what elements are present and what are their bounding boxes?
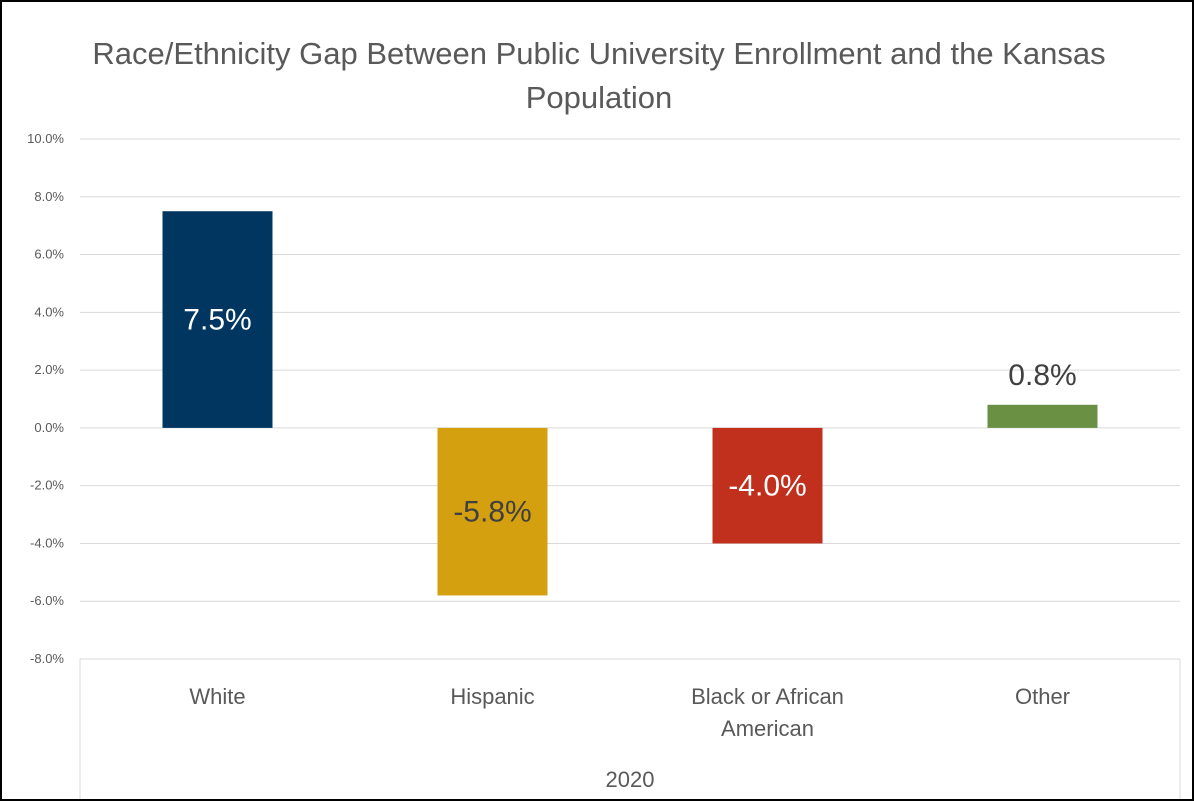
y-tick-label: -2.0% xyxy=(30,478,64,493)
y-tick-label: 10.0% xyxy=(27,131,64,146)
bar xyxy=(162,211,273,428)
category-axis-frame xyxy=(79,659,1181,799)
data-label: 7.5% xyxy=(183,304,251,337)
y-tick-label: 6.0% xyxy=(34,247,64,262)
y-tick-label: -4.0% xyxy=(30,535,64,550)
bar xyxy=(987,404,1098,428)
data-label: -4.0% xyxy=(728,470,806,503)
data-labels: 7.5% -5.8% -4.0% 0.8% xyxy=(183,304,1076,529)
y-tick-labels: 10.0% 8.0% 6.0% 4.0% 2.0% 0.0% -2.0% -4.0% -6.0%… xyxy=(27,131,64,666)
category-label: Hispanic xyxy=(450,684,534,709)
data-label: -5.8% xyxy=(453,496,531,529)
category-label: White xyxy=(189,684,245,709)
group-label: 2020 xyxy=(606,767,655,792)
y-tick-label: 4.0% xyxy=(34,304,64,319)
category-label: Black or African American xyxy=(691,684,844,741)
y-tick-label: -6.0% xyxy=(30,593,64,608)
chart-title: Race/Ethnicity Gap Between Public Univer… xyxy=(92,36,1106,115)
data-label: 0.8% xyxy=(1008,359,1076,392)
y-tick-label: 8.0% xyxy=(34,189,64,204)
bar xyxy=(712,427,823,544)
y-tick-label: 2.0% xyxy=(34,362,64,377)
bars xyxy=(162,211,1098,596)
category-label: Other xyxy=(1015,684,1070,709)
y-tick-label: -8.0% xyxy=(30,651,64,666)
category-labels: White Hispanic Black or African American Oth… xyxy=(189,684,1070,741)
bar xyxy=(437,427,548,596)
y-tick-label: 0.0% xyxy=(34,420,64,435)
